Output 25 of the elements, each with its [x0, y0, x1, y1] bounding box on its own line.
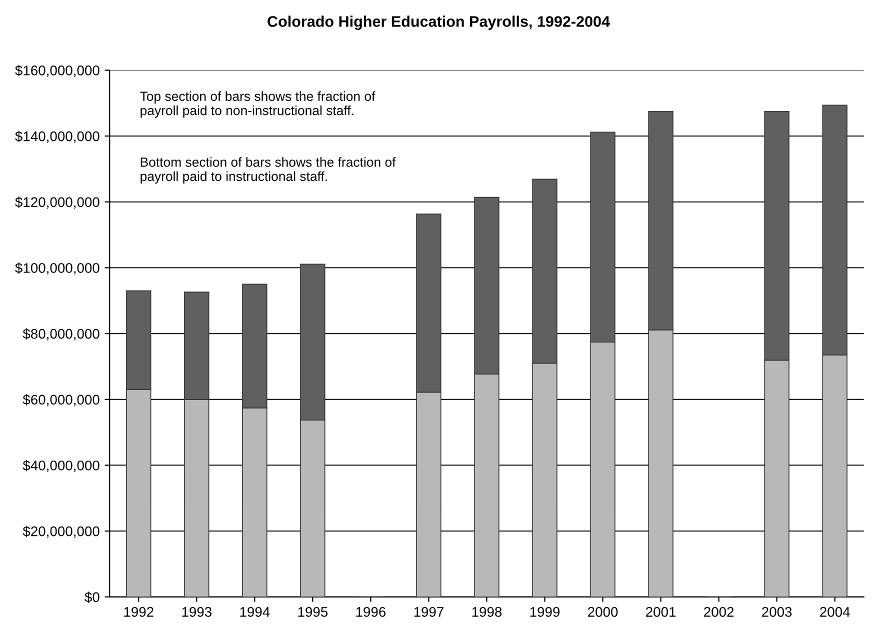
- x-tick-label: 1992: [124, 606, 154, 617]
- y-tick-label: $120,000,000: [15, 196, 100, 209]
- y-tick-label: $40,000,000: [22, 460, 100, 472]
- y-tick-label: $140,000,000: [15, 130, 100, 143]
- x-tick-label: 2001: [646, 606, 676, 617]
- x-tick-label: 1998: [472, 606, 502, 617]
- annotation: Top section of bars shows the fraction of payroll paid to non-instructional staff.: [140, 91, 376, 118]
- x-tick-label: 2000: [588, 606, 618, 617]
- x-tick-label: 2002: [704, 606, 734, 617]
- x-tick-label: 1995: [298, 606, 328, 617]
- x-tick-label: 1996: [356, 606, 386, 617]
- chart-title: Colorado Higher Education Payrolls, 1992-2004: [268, 16, 610, 30]
- x-tick-label: 1999: [530, 606, 560, 617]
- y-tick-label: $20,000,000: [22, 526, 100, 538]
- y-tick-label: $160,000,000: [15, 64, 100, 78]
- y-tick-label: $100,000,000: [15, 262, 100, 275]
- x-tick-label: 1997: [414, 606, 444, 617]
- x-tick-label: 1994: [240, 606, 270, 617]
- y-tick-label: $80,000,000: [22, 328, 100, 340]
- x-tick-label: 2004: [820, 606, 850, 617]
- y-tick-label: $60,000,000: [22, 394, 100, 406]
- x-tick-label: 2003: [762, 606, 792, 617]
- annotation: Bottom section of bars shows the fraction of payroll paid to instructional staff.: [140, 157, 396, 184]
- y-tick-label: $0: [84, 592, 100, 603]
- x-tick-label: 1993: [182, 606, 212, 617]
